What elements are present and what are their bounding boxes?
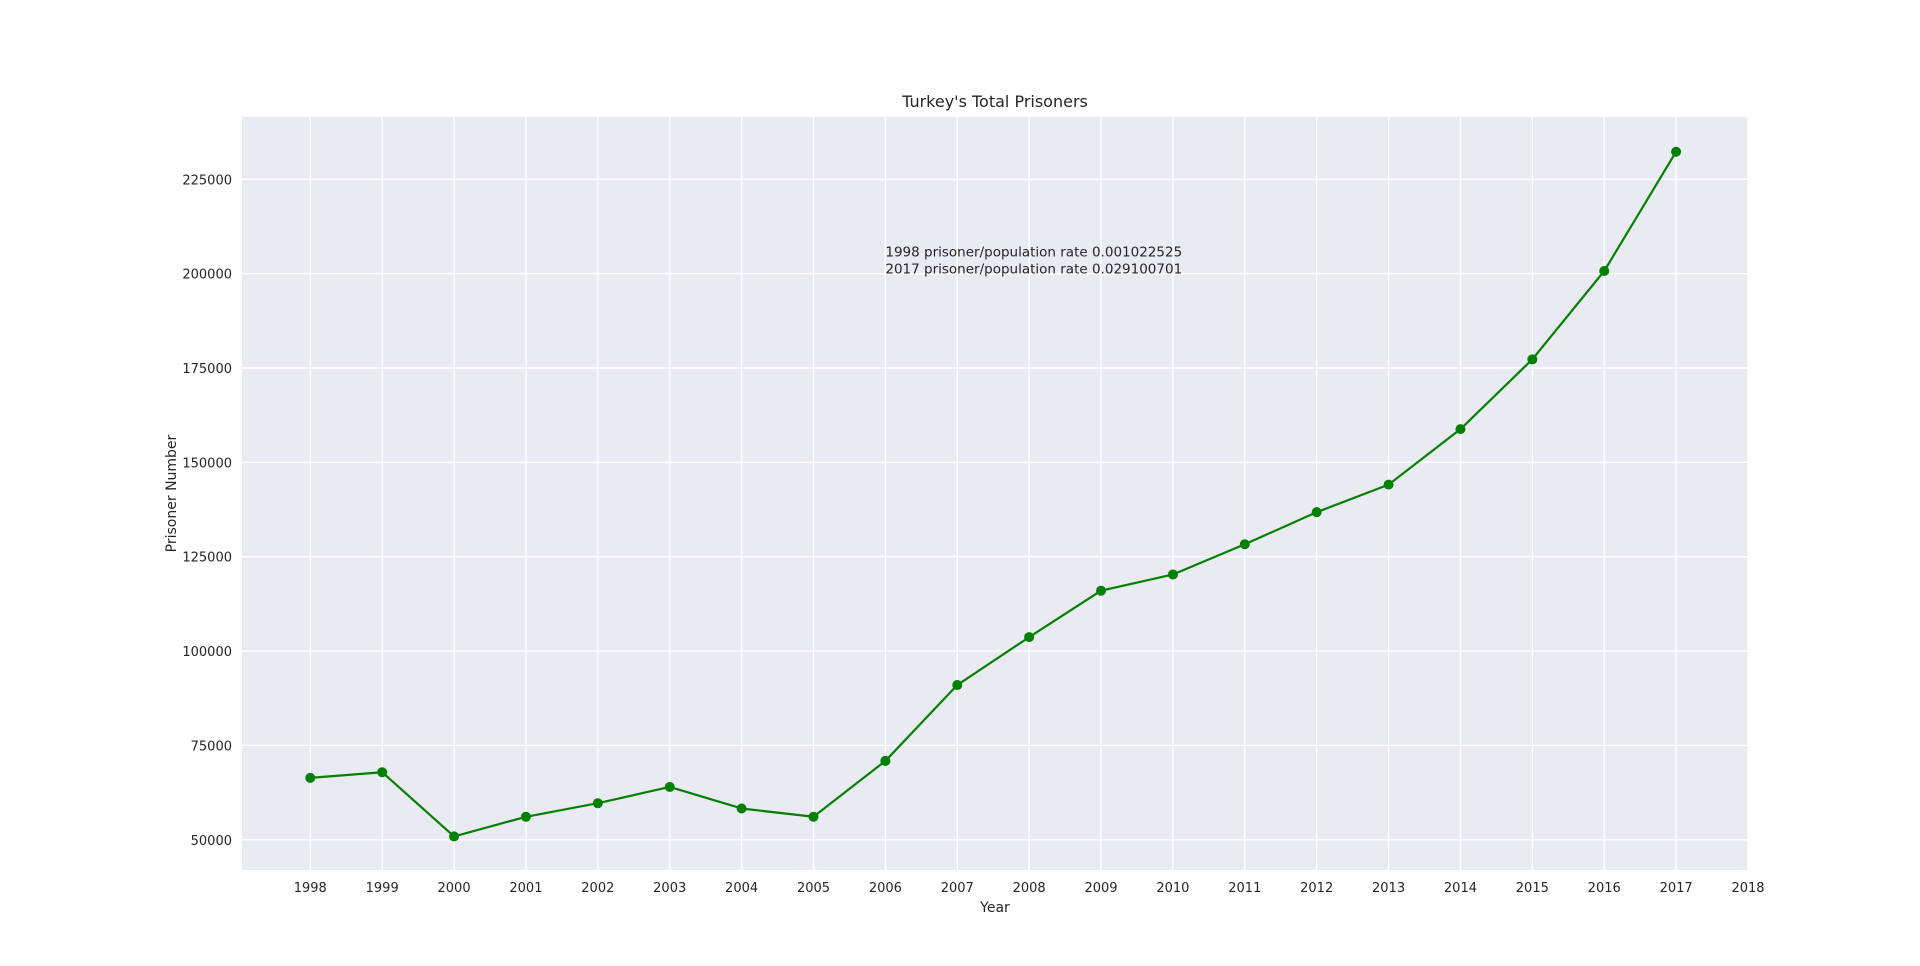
y-tick-label-100000: 100000: [182, 645, 232, 660]
data-point-2015: [1527, 354, 1538, 365]
data-point-2006: [880, 755, 891, 766]
x-tick-label-2002: 2002: [581, 881, 614, 896]
data-point-2009: [1096, 585, 1107, 596]
x-tick-label-2012: 2012: [1300, 881, 1333, 896]
annotation-1998-rate: 1998 prisoner/population rate 0.00102252…: [885, 245, 1182, 261]
data-point-2014: [1455, 424, 1466, 435]
x-tick-label-2009: 2009: [1084, 881, 1117, 896]
x-tick-label-2000: 2000: [438, 881, 471, 896]
x-gridlines: [309, 117, 1749, 870]
x-tick-label-2013: 2013: [1372, 881, 1405, 896]
x-tick-labels: 1998 1999 2000 2001 2002 2003 2004 2005 2006 2007…: [294, 881, 1765, 896]
x-tick-label-2017: 2017: [1660, 881, 1693, 896]
annotation-2017-rate: 2017 prisoner/population rate 0.02910070…: [885, 262, 1182, 278]
y-tick-label-200000: 200000: [182, 268, 232, 283]
x-tick-label-2015: 2015: [1516, 881, 1549, 896]
data-point-2004: [736, 803, 747, 814]
data-point-2000: [449, 831, 460, 842]
data-point-2017: [1671, 146, 1682, 157]
data-point-2001: [520, 811, 531, 822]
y-tick-label-125000: 125000: [182, 551, 232, 566]
x-axis-label: Year: [979, 900, 1010, 916]
x-tick-label-2003: 2003: [653, 881, 686, 896]
x-tick-label-2014: 2014: [1444, 881, 1477, 896]
x-tick-label-2018: 2018: [1731, 881, 1764, 896]
y-gridlines: [242, 178, 1748, 841]
data-point-1998: [305, 772, 316, 783]
series-line: [310, 151, 1678, 838]
y-tick-labels: 50000 75000 100000 125000 150000 175000 200000…: [182, 173, 232, 849]
x-tick-label-2008: 2008: [1013, 881, 1046, 896]
x-tick-label-2016: 2016: [1588, 881, 1621, 896]
chart-title: Turkey's Total Prisoners: [901, 92, 1088, 111]
y-axis-label: Prisoner Number: [164, 434, 180, 552]
data-point-2007: [952, 680, 963, 691]
data-point-2010: [1167, 569, 1178, 580]
y-tick-label-225000: 225000: [182, 173, 232, 188]
y-tick-label-175000: 175000: [182, 362, 232, 377]
data-point-2016: [1599, 265, 1610, 276]
data-point-2002: [592, 798, 603, 809]
x-tick-label-2004: 2004: [725, 881, 758, 896]
x-tick-label-2006: 2006: [869, 881, 902, 896]
data-point-2005: [808, 811, 819, 822]
data-point-2012: [1311, 507, 1322, 518]
data-point-2008: [1024, 632, 1035, 643]
y-tick-label-50000: 50000: [191, 834, 232, 849]
series-layer: [305, 146, 1682, 842]
data-point-1999: [377, 767, 388, 778]
data-point-2011: [1239, 539, 1250, 550]
x-tick-label-2010: 2010: [1156, 881, 1189, 896]
data-point-2003: [664, 781, 675, 792]
x-tick-label-1998: 1998: [294, 881, 327, 896]
x-tick-label-1999: 1999: [366, 881, 399, 896]
data-point-2013: [1383, 479, 1394, 490]
x-tick-label-2001: 2001: [509, 881, 542, 896]
x-tick-label-2005: 2005: [797, 881, 830, 896]
plot-area: [242, 117, 1748, 870]
y-tick-label-75000: 75000: [191, 739, 232, 754]
x-tick-label-2011: 2011: [1228, 881, 1261, 896]
x-tick-label-2007: 2007: [941, 881, 974, 896]
y-tick-label-150000: 150000: [182, 456, 232, 471]
